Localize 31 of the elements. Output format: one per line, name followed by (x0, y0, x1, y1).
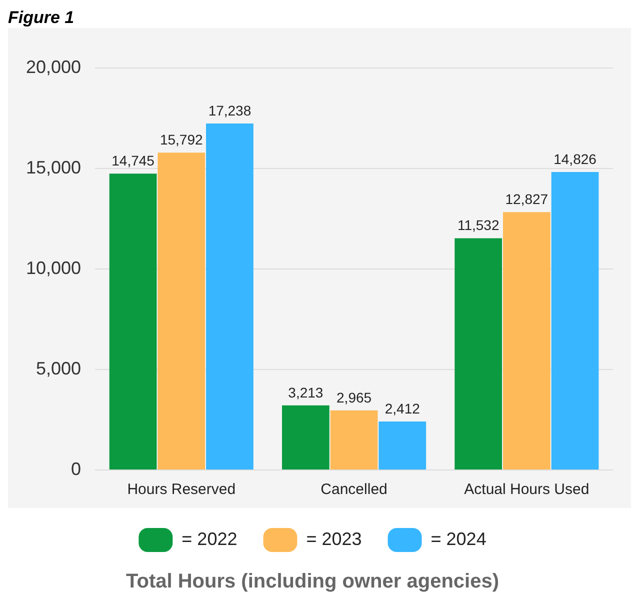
data-label: 3,213 (288, 384, 324, 400)
data-label: 2,412 (384, 400, 420, 416)
bar (551, 172, 599, 470)
data-label: 17,238 (208, 102, 252, 118)
bar (330, 410, 378, 470)
data-label: 11,532 (457, 217, 500, 234)
data-label: 14,826 (554, 150, 597, 167)
bar (502, 212, 550, 470)
bar (378, 422, 426, 470)
data-label: 12,827 (505, 191, 548, 208)
x-tick-label: Cancelled (320, 481, 388, 498)
bar (206, 124, 254, 470)
y-tick-label: 10,000 (26, 258, 82, 278)
y-tick-label: 5,000 (36, 358, 82, 378)
text: Total Hours (including owner agencies) (126, 570, 499, 593)
y-tick-label: 20,000 (26, 56, 82, 77)
y-tick-label: 15,000 (26, 157, 82, 178)
data-label: 14,745 (112, 152, 155, 168)
bar (109, 174, 157, 470)
bar (454, 238, 502, 470)
bar (282, 405, 330, 470)
legend-label: = 2024 (430, 528, 486, 549)
x-tick-label: Actual Hours Used (464, 481, 590, 498)
caption: Figure 1 (8, 8, 76, 28)
y-tick-label: 0 (71, 458, 82, 479)
data-label: 15,792 (160, 131, 203, 148)
legend-label: = 2022 (182, 528, 238, 549)
x-tick-label: Hours Reserved (127, 481, 236, 498)
legend-label: = 2023 (306, 528, 362, 549)
bar (158, 152, 206, 470)
data-label: 2,965 (336, 389, 372, 406)
